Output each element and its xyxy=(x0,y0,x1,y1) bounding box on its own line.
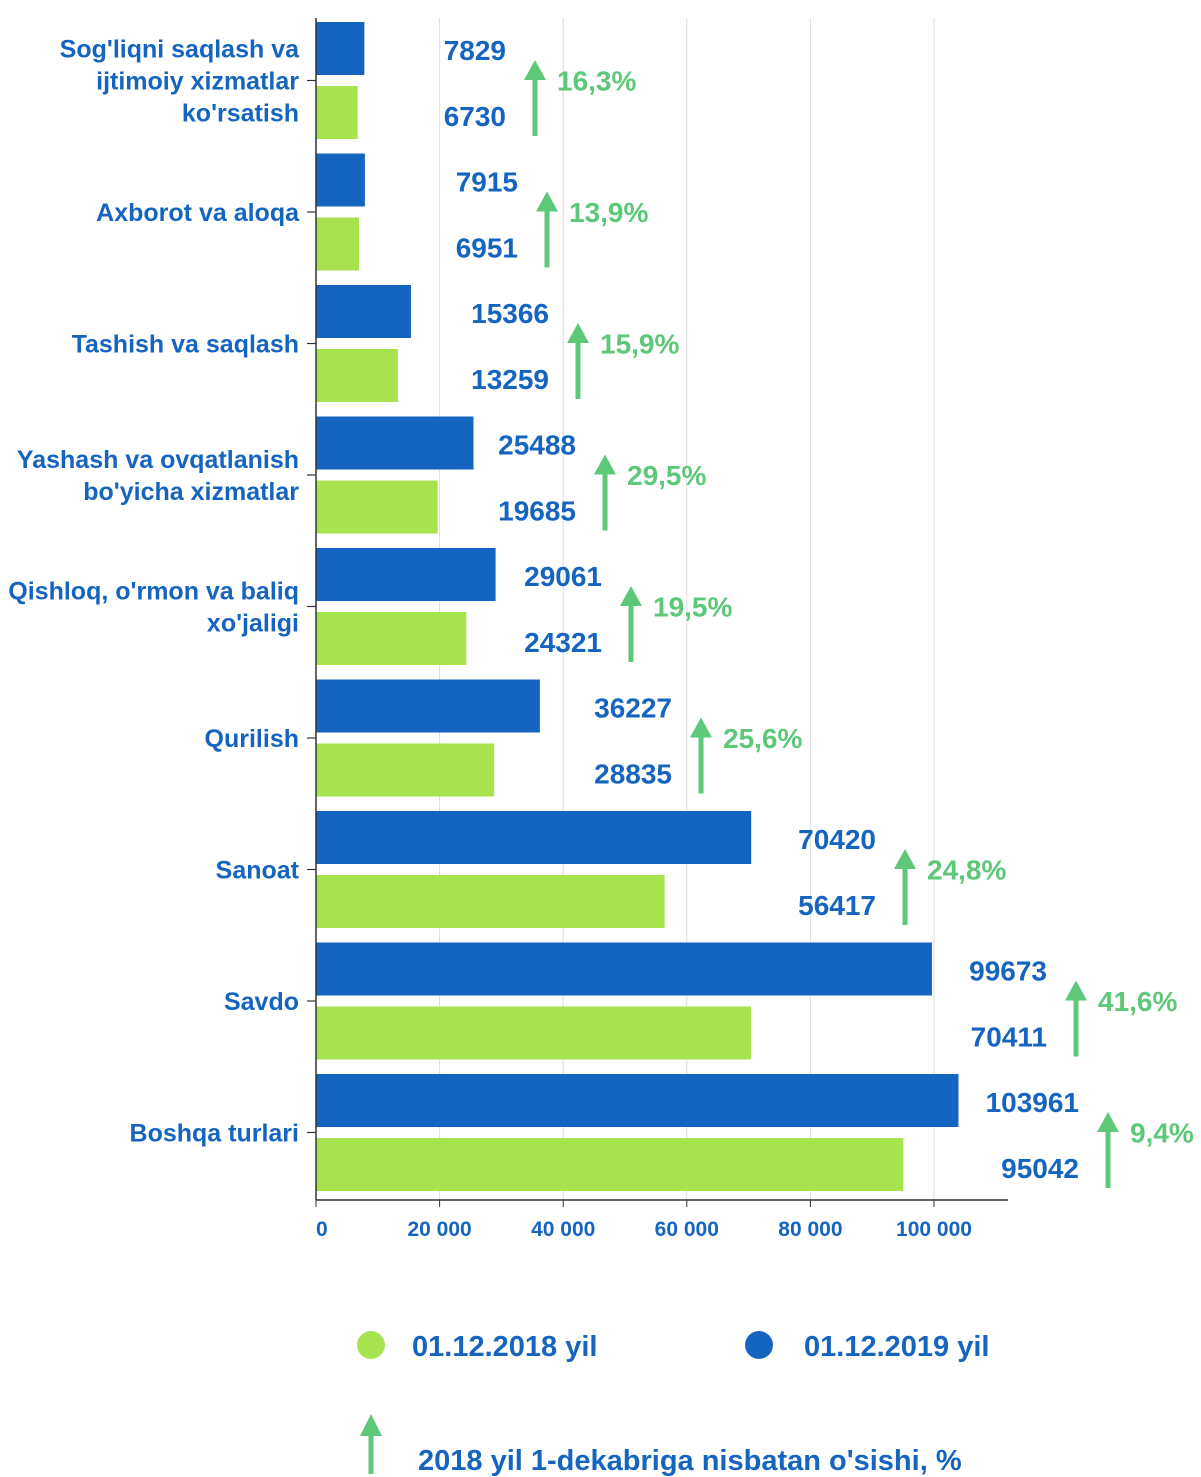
value-label-2018: 6730 xyxy=(444,101,506,132)
legend: 01.12.2018 yil 01.12.2019 yil 2018 yil 1-d… xyxy=(357,1331,989,1477)
growth-label: 16,3% xyxy=(557,66,636,97)
value-label-2018: 13259 xyxy=(471,364,549,395)
legend-label-2018: 01.12.2018 yil xyxy=(412,1331,597,1363)
bar-2019 xyxy=(316,416,474,470)
x-tick-label: 80 000 xyxy=(778,1218,842,1241)
arrow-up-icon xyxy=(594,454,616,475)
value-label-2018: 56417 xyxy=(798,890,876,921)
bar-2018 xyxy=(316,480,438,534)
x-tick-label: 40 000 xyxy=(531,1218,595,1241)
growth-label: 13,9% xyxy=(569,197,648,228)
x-tick-label: 0 xyxy=(316,1218,328,1241)
bar-2018 xyxy=(316,612,467,665)
legend-label-2019: 01.12.2019 yil xyxy=(804,1331,989,1363)
value-label-2018: 70411 xyxy=(971,1022,1047,1053)
bar-2018 xyxy=(316,1006,752,1060)
category-label: Qurilish xyxy=(205,725,299,753)
bar-2019 xyxy=(316,811,752,864)
arrow-up-icon xyxy=(894,849,916,869)
bar-2019 xyxy=(316,679,540,733)
value-label-2019: 15366 xyxy=(471,298,549,329)
value-label-2018: 95042 xyxy=(1001,1153,1079,1184)
category-label: Yashash va ovqatlanish xyxy=(17,446,299,474)
category-label: Sog'liqni saqlash va xyxy=(60,36,300,64)
growth-label: 9,4% xyxy=(1130,1118,1194,1149)
growth-label: 25,6% xyxy=(723,723,802,754)
bar-2019 xyxy=(316,285,411,338)
legend-growth-note: 2018 yil 1-dekabriga nisbatan o'sishi, % xyxy=(418,1445,962,1477)
category-label: xo'jaligi xyxy=(207,610,299,638)
bar-2018 xyxy=(316,743,495,797)
bar-2019 xyxy=(316,153,365,207)
value-label-2019: 103961 xyxy=(986,1087,1079,1118)
bars xyxy=(316,22,959,1191)
bar-2018 xyxy=(316,875,665,928)
value-label-2019: 70420 xyxy=(798,824,876,855)
bar-2019 xyxy=(316,22,365,75)
arrow-up-icon xyxy=(690,717,712,738)
axes: 0 20 000 40 000 60 000 80 000 100 000 xyxy=(307,18,1008,1241)
growth-indicators: 16,3% 13,9% 15,9% 29,5% 19,5% 25,6% 24,8% 41,6%… xyxy=(524,60,1194,1188)
growth-label: 15,9% xyxy=(600,329,679,360)
bar-2019 xyxy=(316,942,932,996)
bar-2019 xyxy=(316,548,496,601)
x-tick-label: 20 000 xyxy=(407,1218,471,1241)
legend-marker-2019 xyxy=(745,1331,773,1359)
category-label: Boshqa turlari xyxy=(130,1120,299,1148)
bar-2018 xyxy=(316,349,398,402)
legend-marker-2018 xyxy=(357,1331,385,1359)
arrow-up-icon xyxy=(360,1414,382,1436)
x-tick-label: 60 000 xyxy=(655,1218,719,1241)
growth-label: 24,8% xyxy=(927,855,1006,886)
value-label-2019: 25488 xyxy=(498,430,576,461)
growth-label: 29,5% xyxy=(627,460,706,491)
growth-label: 41,6% xyxy=(1098,986,1177,1017)
category-label: Qishloq, o'rmon va baliq xyxy=(8,578,299,606)
growth-label: 19,5% xyxy=(653,592,732,623)
bar-2019 xyxy=(316,1074,959,1127)
arrow-up-icon xyxy=(620,586,642,606)
arrow-up-icon xyxy=(567,323,589,343)
bar-2018 xyxy=(316,86,358,139)
value-label-2019: 7915 xyxy=(456,167,518,198)
value-label-2019: 99673 xyxy=(969,956,1047,987)
category-label: ko'rsatish xyxy=(182,100,299,128)
category-label: ijtimoiy xizmatlar xyxy=(96,68,299,96)
value-label-2018: 6951 xyxy=(456,233,518,264)
value-label-2019: 36227 xyxy=(594,693,672,724)
arrow-up-icon xyxy=(1097,1112,1119,1132)
category-label: Tashish va saqlash xyxy=(72,331,299,359)
arrow-up-icon xyxy=(524,60,546,80)
arrow-up-icon xyxy=(1065,980,1087,1001)
grid-lines xyxy=(439,18,935,1200)
labels: Sog'liqni saqlash va ijtimoiy xizmatlar ko… xyxy=(8,35,1079,1184)
category-label: Axborot va aloqa xyxy=(96,199,300,227)
x-tick-label: 100 000 xyxy=(896,1218,972,1241)
bar-2018 xyxy=(316,217,359,271)
category-label: bo'yicha xizmatlar xyxy=(83,478,299,506)
category-label: Sanoat xyxy=(216,857,300,885)
category-label: Savdo xyxy=(224,988,299,1016)
value-label-2019: 29061 xyxy=(524,561,602,592)
value-label-2018: 24321 xyxy=(524,627,602,658)
arrow-up-icon xyxy=(536,191,558,212)
value-label-2019: 7829 xyxy=(444,35,506,66)
value-label-2018: 19685 xyxy=(498,496,576,527)
value-label-2018: 28835 xyxy=(594,759,672,790)
bar-2018 xyxy=(316,1138,904,1191)
